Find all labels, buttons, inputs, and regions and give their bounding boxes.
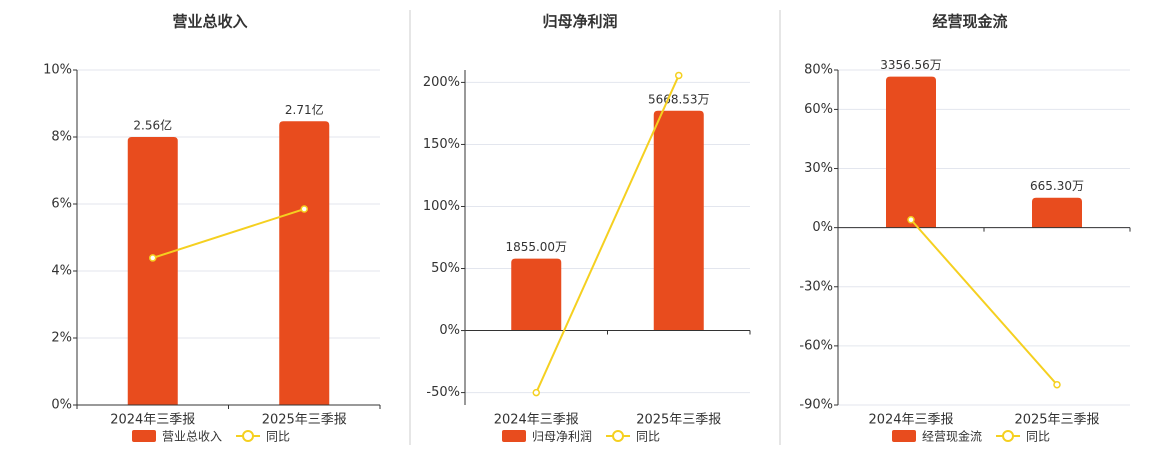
value-label: 3356.56万 <box>880 58 942 72</box>
x-tick-label: 2024年三季报 <box>868 413 953 428</box>
chart-title: 营业总收入 <box>172 13 247 31</box>
point <box>300 205 308 213</box>
bar <box>511 258 562 331</box>
x-tick-label: 2025年三季报 <box>636 413 721 428</box>
value-label: 5668.53万 <box>648 92 710 106</box>
x-tick-label: 2025年三季报 <box>262 413 347 428</box>
y-tick-label: 80% <box>804 63 833 78</box>
legend-label: 经营现金流 <box>922 429 982 444</box>
chart-title: 归母净利润 <box>542 13 617 31</box>
legend-swatch <box>612 430 625 442</box>
line <box>910 219 1058 386</box>
x-tick-label: 2024年三季报 <box>110 413 195 428</box>
bar <box>886 76 936 228</box>
chart-title: 经营现金流 <box>932 13 1007 31</box>
legend-swatch <box>242 430 255 442</box>
y-tick-label: -90% <box>799 398 833 413</box>
y-tick-label: 8% <box>51 130 72 145</box>
point <box>1053 380 1061 389</box>
bar <box>279 121 330 405</box>
legend-label: 归母净利润 <box>532 430 592 444</box>
legend-swatch <box>892 430 916 442</box>
x-tick-label: 2024年三季报 <box>494 413 579 428</box>
line <box>152 208 305 259</box>
legend-swatch <box>132 430 156 442</box>
legend-label: 同比 <box>636 430 660 444</box>
point <box>675 71 683 80</box>
y-tick-label: 10% <box>43 63 72 78</box>
y-tick-label: 30% <box>804 161 833 176</box>
legend-swatch <box>1002 430 1015 442</box>
bar <box>653 110 704 331</box>
y-tick-label: 4% <box>51 264 72 279</box>
y-tick-label: 200% <box>423 75 460 90</box>
point <box>907 216 915 224</box>
bar <box>1032 197 1082 228</box>
y-tick-label: 150% <box>423 137 460 152</box>
y-tick-label: -60% <box>799 338 833 353</box>
y-tick-label: 50% <box>431 261 460 276</box>
y-tick-label: 2% <box>51 331 72 346</box>
point <box>149 254 157 262</box>
value-label: 1855.00万 <box>505 240 567 254</box>
y-tick-label: 6% <box>51 197 72 212</box>
y-tick-label: 100% <box>423 199 460 214</box>
y-tick-label: 0% <box>812 220 833 235</box>
y-tick-label: 0% <box>439 323 460 338</box>
value-label: 665.30万 <box>1030 179 1084 193</box>
y-tick-label: 60% <box>804 102 833 117</box>
y-tick-label: 0% <box>51 398 72 413</box>
value-label: 2.56亿 <box>133 118 172 133</box>
value-label: 2.71亿 <box>285 102 324 117</box>
bar <box>127 137 178 405</box>
y-tick-label: -50% <box>426 385 460 400</box>
y-tick-label: -30% <box>799 279 833 294</box>
legend-label: 同比 <box>1026 430 1050 444</box>
point <box>532 388 540 397</box>
line <box>535 75 680 394</box>
legend-label: 营业总收入 <box>162 430 222 444</box>
legend-swatch <box>502 430 526 442</box>
x-tick-label: 2025年三季报 <box>1014 413 1099 428</box>
legend-label: 同比 <box>266 430 290 444</box>
